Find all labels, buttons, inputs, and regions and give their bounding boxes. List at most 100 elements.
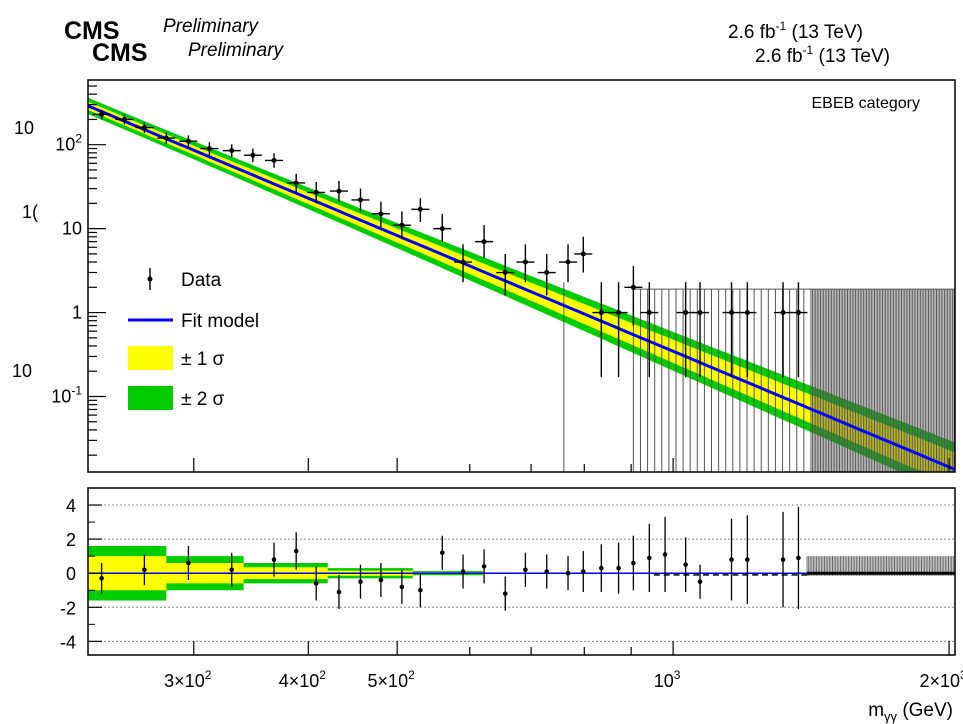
data-point [516, 244, 535, 283]
marker [683, 310, 689, 316]
lumi-label-back: 2.6 fb-1 (13 TeV) [728, 19, 863, 43]
residual-point [229, 552, 235, 587]
fit-curve [87, 104, 956, 471]
x-tick-label-base: 10 [654, 671, 674, 691]
x-tick-label: 5×102 [368, 668, 416, 691]
marker [460, 259, 466, 265]
legend: Data Fit model ± 1 σ ± 2 σ [128, 268, 259, 410]
empty-bin-error-bars [563, 282, 955, 472]
data-point [789, 282, 808, 378]
residual-point [729, 518, 734, 601]
residual-marker [418, 587, 423, 593]
residual-marker [399, 584, 405, 590]
marker [616, 310, 622, 316]
legend-label: Data [181, 270, 222, 291]
residual-point [186, 545, 191, 581]
residual-marker [336, 589, 342, 595]
data-point [475, 225, 494, 258]
data-point [609, 282, 628, 378]
data-point [738, 282, 757, 378]
residual-marker [523, 567, 528, 573]
legend-label: ± 1 σ [181, 349, 225, 370]
marker [544, 270, 550, 276]
marker [99, 111, 105, 117]
residual-point [580, 551, 586, 592]
header-back: CMS Preliminary 2.6 fb-1 (13 TeV) [64, 16, 863, 45]
data-point [222, 144, 241, 158]
residual-point [439, 535, 445, 570]
main-frame-rect [87, 79, 956, 473]
data-point [351, 188, 370, 212]
data-point [454, 244, 473, 283]
residual-marker [544, 569, 550, 574]
y-tick-label: 10-1 [51, 383, 82, 406]
data-point [624, 265, 643, 326]
data-point [496, 253, 515, 296]
residual-marker [378, 577, 384, 583]
data-point [92, 109, 111, 120]
residual-marker [293, 548, 299, 554]
residual-point [378, 562, 384, 598]
residual-marker [599, 565, 604, 571]
x-tick-label: 2×103 [919, 668, 963, 691]
residual-marker [697, 579, 703, 585]
x-tick-label: 103 [654, 668, 681, 691]
residual-marker [271, 557, 277, 562]
marker [313, 189, 319, 195]
marker [502, 270, 508, 276]
residual-marker [616, 565, 621, 571]
residual-point [481, 549, 487, 584]
marker [163, 135, 169, 141]
data-point [179, 135, 198, 148]
residual-point [502, 576, 508, 611]
x-tick-label-base: 5×10 [368, 671, 409, 691]
lumi-label: 2.6 fb-1 (13 TeV) [755, 43, 890, 67]
residual-point [780, 511, 786, 608]
data-point [200, 142, 219, 156]
data-point [433, 213, 452, 242]
residual-point [460, 554, 466, 589]
residual-marker [502, 591, 508, 596]
ratio-frame [87, 487, 956, 656]
residual-point [599, 544, 604, 592]
header: CMS Preliminary 2.6 fb-1 (13 TeV) [92, 39, 890, 67]
ratio-panel: 4 2 0 -2 -4 [60, 487, 956, 656]
data-point [691, 282, 710, 378]
clipped-label-2: 1( [22, 202, 38, 222]
fit-line [87, 104, 956, 471]
legend-label: Fit model [181, 311, 259, 332]
status-label-back: Preliminary [163, 16, 260, 37]
legend-entry: ± 1 σ [128, 346, 225, 370]
residual-marker [313, 581, 319, 586]
legend-swatch [128, 386, 173, 410]
marker [229, 148, 235, 154]
residual-point [293, 532, 299, 570]
ratio-y-tick-label: 2 [66, 530, 76, 550]
data-point [265, 153, 284, 168]
marker [185, 138, 191, 144]
y-tick-label-exp: 2 [75, 132, 82, 146]
data-point [774, 282, 793, 378]
x-tick-label: 4×102 [279, 668, 327, 691]
residual-marker [631, 560, 636, 566]
marker [630, 284, 636, 290]
ratio-y-axis: 4 2 0 -2 -4 [60, 496, 102, 652]
marker [598, 310, 604, 316]
residual-marker [186, 560, 191, 566]
marker [336, 188, 342, 194]
residual-point [99, 562, 104, 594]
marker [121, 116, 127, 122]
y-tick-label: 102 [55, 132, 82, 155]
x-tick-label-exp: 3 [960, 668, 963, 682]
residual-point [399, 569, 405, 604]
residual-marker [683, 562, 688, 567]
ratio-y-tick-label: -2 [60, 598, 76, 618]
ratio-y-tick-label: 0 [66, 564, 76, 584]
x-tick-label-exp: 3 [674, 668, 681, 682]
marker [795, 310, 801, 316]
y-tick-label-base: 10 [51, 386, 71, 406]
residual-marker [358, 579, 363, 585]
data-point [329, 180, 348, 202]
data-point [115, 114, 134, 125]
